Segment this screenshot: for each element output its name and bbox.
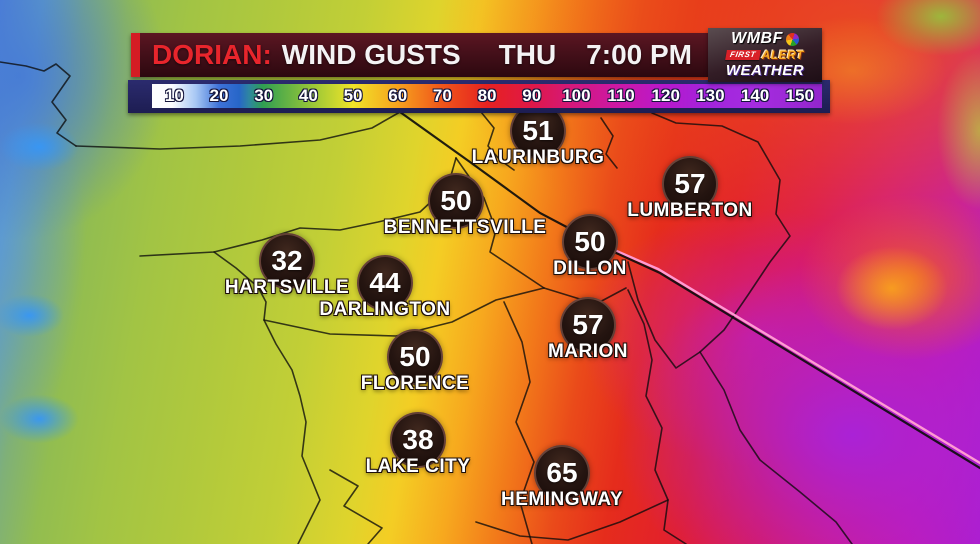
logo-first-label: FIRST [725,50,761,61]
gust-value-circle: 38 [390,412,446,468]
day-label: THU [498,39,557,70]
headline-title: WIND GUSTS [281,39,461,70]
scale-ticks: 10 20 30 40 50 60 70 80 90 100 110 120 130 140 150 [152,84,822,108]
county-line [503,301,535,544]
nbc-peacock-icon [785,33,799,47]
logo-alert-label: ALERT [761,48,804,63]
scale-tick: 130 [696,86,725,105]
scale-tick: 100 [562,86,591,105]
scale-tick: 150 [785,86,814,105]
logo-station-row: WMBF [731,31,799,48]
station-logo: WMBF FIRST ALERT WEATHER [708,28,822,82]
county-line [600,117,618,169]
county-line [75,111,401,150]
scale-tick: 50 [343,86,363,105]
scale-tick: 30 [254,86,274,105]
county-line [475,499,669,541]
city-label: HEMINGWAY [500,489,624,510]
city-label: DARLINGTON [319,299,451,320]
scale-tick: 10 [164,86,184,105]
scale-tick: 140 [740,86,770,105]
county-line [0,61,77,147]
gust-value-circle: 57 [662,156,718,212]
gust-color-scale: 10 20 30 40 50 60 70 80 90 100 110 120 130 140 150 [128,80,830,113]
city-label: LAKE CITY [365,456,471,477]
timestamp: THU 7:00 PM [499,39,692,71]
logo-weather-label: WEATHER [725,61,805,79]
time-label: 7:00 PM [586,39,692,70]
city-label: MARION [547,341,629,362]
scale-tick: 80 [477,86,497,105]
county-line [263,287,545,337]
headline-bar: DORIAN: WIND GUSTS THU 7:00 PM [131,33,708,77]
scale-tick: 40 [298,86,318,105]
gust-value-circle: 50 [387,329,443,385]
city-label: BENNETTSVILLE [383,217,547,238]
scale-tick: 60 [388,86,408,105]
gust-value-circle: 50 [428,173,484,229]
city-label: HARTSVILLE [224,277,350,298]
logo-station-name: WMBF [731,30,783,48]
logo-firstalert-row: FIRST ALERT [725,48,804,63]
scale-tick: 110 [607,86,635,105]
city-label: LUMBERTON [627,200,753,221]
county-line [213,251,321,544]
scale-tick: 70 [432,86,452,105]
color-scale-gradient [152,84,822,108]
gust-value-circle: 50 [562,214,618,270]
county-line [627,289,687,544]
storm-name-label: DORIAN: [152,39,272,70]
city-label: FLORENCE [360,373,470,394]
state-border-highlight [610,247,980,465]
scale-tick: 120 [651,86,680,105]
county-line [627,112,791,369]
gust-value-circle: 57 [560,297,616,353]
county-line [699,351,853,544]
city-label: DILLON [553,258,627,279]
gust-value-circle: 32 [259,233,315,289]
gust-value-circle: 44 [357,255,413,311]
gust-value-circle: 65 [534,445,590,501]
scale-tick: 90 [522,86,542,105]
county-line [480,111,515,171]
city-label: LAURINBURG [471,147,605,168]
county-line [329,469,383,544]
scale-tick: 20 [209,86,229,105]
